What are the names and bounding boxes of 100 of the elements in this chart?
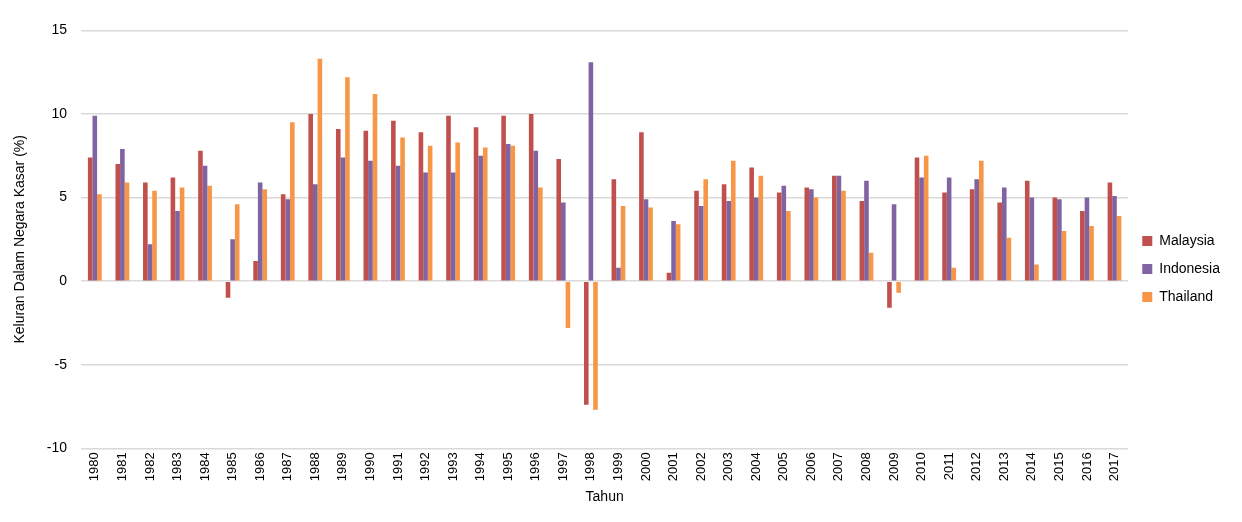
bar: [175, 210, 180, 281]
bar: [501, 115, 506, 281]
bar: [671, 220, 676, 281]
bar: [482, 147, 488, 281]
x-tick-label: 2002: [692, 452, 708, 482]
bar: [538, 187, 543, 281]
x-tick-label: 2007: [830, 452, 846, 482]
bar: [391, 120, 396, 281]
bar: [997, 202, 1002, 281]
bar: [1112, 195, 1117, 281]
x-tick-label: 1982: [141, 452, 157, 482]
x-tick-label: 2006: [802, 452, 818, 482]
x-tick-label: 1990: [361, 452, 377, 482]
bar: [749, 167, 754, 281]
x-tick-label: 2000: [637, 452, 653, 482]
bar: [951, 267, 957, 281]
bar: [896, 281, 901, 293]
bar: [556, 159, 562, 281]
bar: [864, 180, 869, 281]
x-tick-label: 2013: [995, 452, 1011, 482]
bar: [262, 189, 268, 281]
y-tick-label: 5: [59, 188, 68, 205]
bar: [1089, 225, 1094, 281]
bar: [639, 132, 644, 281]
x-tick-label: 1988: [306, 452, 322, 482]
x-tick-label: 1984: [196, 452, 212, 482]
x-tick-label: 1995: [499, 452, 515, 482]
bar: [593, 281, 598, 410]
x-tick-label: 2011: [940, 452, 956, 481]
bar: [97, 194, 102, 281]
bar: [781, 185, 787, 281]
y-tick-label: -10: [46, 439, 68, 456]
y-tick-label: 15: [51, 21, 68, 38]
bar: [455, 142, 460, 281]
x-tick-label: 1986: [251, 452, 267, 482]
legend-label: Malaysia: [1159, 231, 1215, 248]
x-tick-label: 2017: [1106, 452, 1122, 482]
x-tick-label: 1987: [279, 452, 295, 482]
x-tick-label: 2014: [1023, 452, 1039, 482]
bar: [152, 190, 157, 281]
x-tick-label: 2016: [1078, 452, 1094, 482]
x-tick-label: 2015: [1050, 452, 1066, 482]
bar: [841, 190, 846, 281]
bar: [87, 157, 93, 281]
bar: [400, 137, 405, 281]
x-tick-label: 1981: [113, 452, 129, 482]
x-tick-label: 1996: [527, 452, 543, 482]
bar: [583, 281, 589, 405]
bar: [510, 145, 516, 281]
bar: [335, 129, 341, 281]
x-tick-label: 1985: [224, 452, 240, 482]
x-tick-label: 1999: [610, 452, 626, 482]
x-tick-label: 2010: [913, 452, 929, 482]
bar: [120, 149, 125, 281]
y-tick-label: 10: [51, 104, 68, 121]
bar: [308, 113, 313, 281]
x-tick-label: 2001: [665, 452, 681, 482]
x-axis-title: Tahun: [585, 488, 624, 505]
bar: [446, 115, 451, 281]
bar: [919, 177, 924, 281]
bar: [115, 164, 121, 281]
bar: [730, 160, 736, 281]
bar: [648, 207, 653, 281]
bar: [753, 197, 759, 281]
bar: [423, 172, 428, 281]
bar: [1034, 264, 1039, 281]
bar: [1024, 180, 1030, 281]
x-tick-label: 1989: [334, 452, 350, 482]
x-tick-label: 2004: [747, 452, 763, 482]
x-tick-label: 1992: [417, 452, 433, 482]
bar: [1052, 197, 1058, 281]
bar: [1001, 187, 1007, 281]
x-tick-label: 2009: [885, 452, 901, 482]
y-tick-label: 0: [59, 271, 68, 288]
bar: [804, 187, 810, 281]
bar: [368, 160, 373, 281]
x-tick-label: 1980: [86, 452, 102, 482]
bar: [253, 261, 258, 281]
y-tick-label: -5: [54, 355, 68, 372]
bar: [207, 185, 212, 281]
x-tick-label: 1997: [554, 452, 570, 482]
bar: [786, 210, 791, 281]
bar: [230, 239, 235, 281]
bar: [1057, 199, 1062, 281]
bar: [234, 204, 240, 281]
legend-label: Thailand: [1159, 287, 1213, 304]
legend-label: Indonesia: [1159, 259, 1221, 276]
bar: [561, 202, 566, 281]
bar: [345, 77, 350, 281]
x-tick-label: 2012: [968, 452, 984, 482]
bar: [533, 150, 539, 281]
bar: [478, 155, 483, 281]
bar: [143, 182, 148, 281]
bar: [694, 190, 699, 281]
bar: [979, 160, 984, 281]
x-tick-label: 1991: [389, 452, 405, 482]
bar: [974, 179, 979, 281]
x-tick-label: 2008: [858, 452, 874, 482]
bar: [703, 179, 709, 281]
x-tick-label: 1994: [472, 452, 488, 482]
